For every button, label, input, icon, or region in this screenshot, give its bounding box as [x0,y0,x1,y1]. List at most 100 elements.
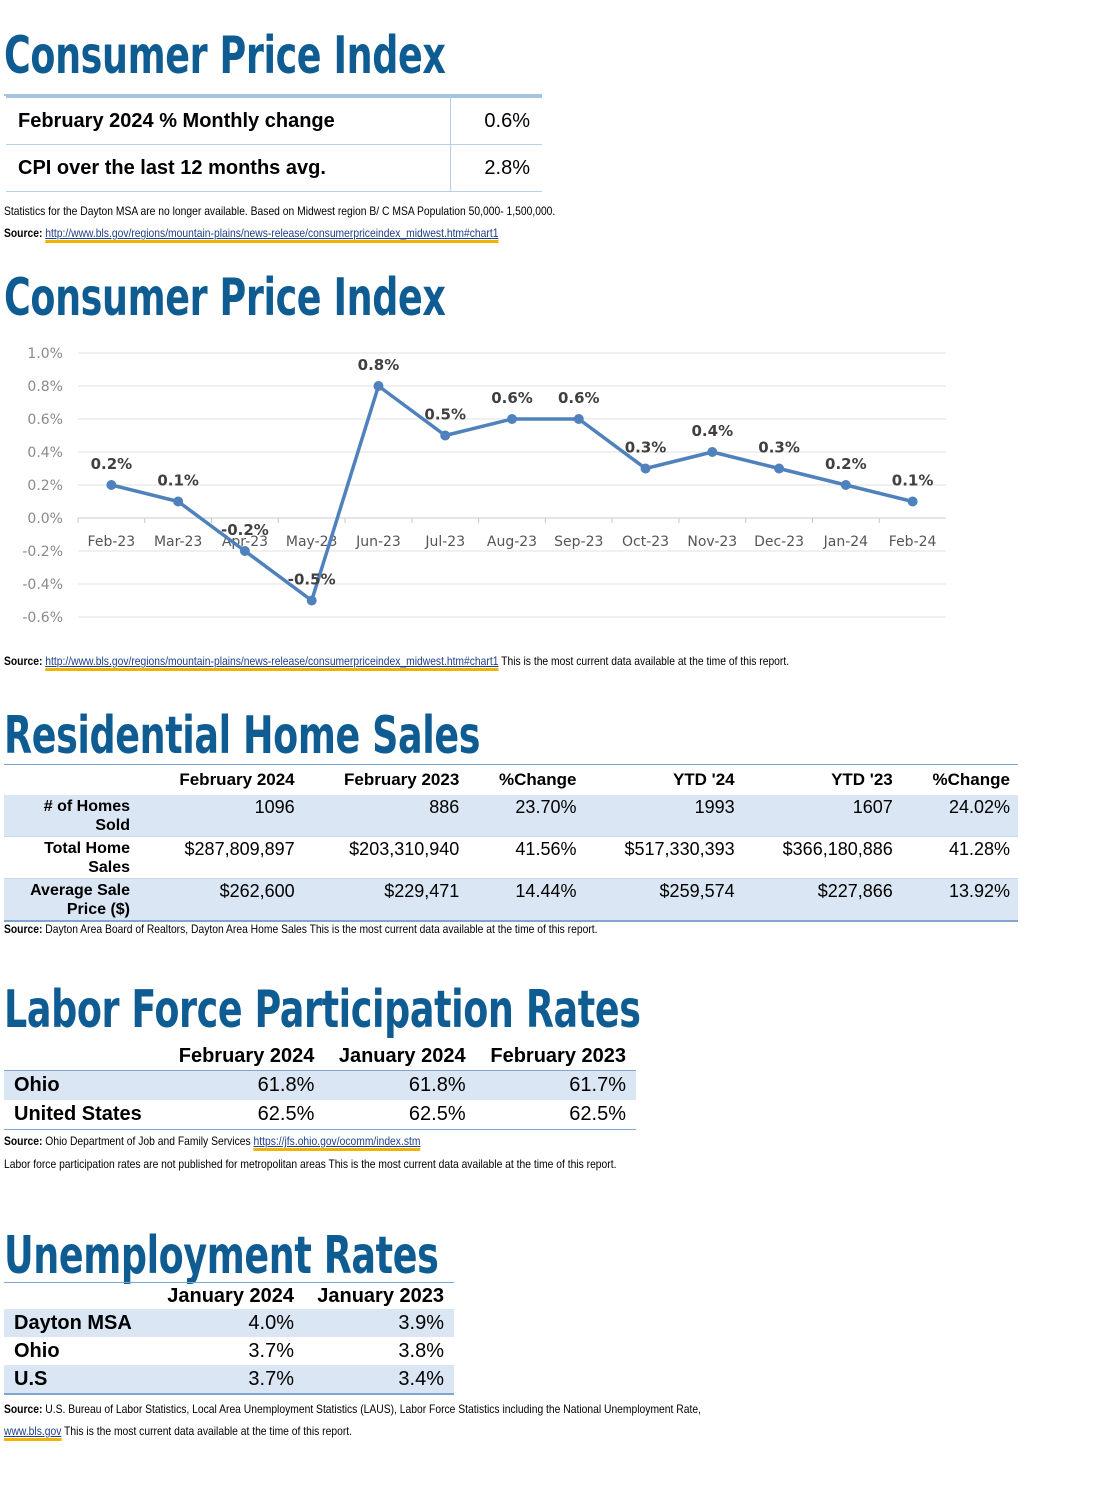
cell: $229,471 [302,878,468,921]
unemployment-table: January 2024 January 2023 Dayton MSA 4.0… [4,1282,454,1395]
cell: 62.5% [569,1103,626,1125]
table-header-row: January 2024 January 2023 [4,1283,454,1310]
table-row: Ohio 61.8% 61.8% 61.7% [4,1070,636,1100]
cell: $227,866 [742,878,901,921]
table-row: U.S 3.7% 3.4% [4,1365,454,1394]
y-tick-label: -0.2% [22,544,63,560]
cpi-chart-source-link[interactable]: http://www.bls.gov/regions/mountain-plai… [45,654,499,671]
cpi-line-chart: 1.0% 0.8% 0.6% 0.4% 0.2% 0.0% -0.2% -0.4% -0.6% F… [22,346,946,626]
data-label: -0.2% [221,521,269,539]
source-label: Source: [4,922,43,936]
row-label: United States [14,1103,142,1125]
unemployment-source: Source: U.S. Bureau of Labor Statistics,… [4,1402,701,1416]
row-label: Total Home Sales [4,836,138,879]
cpi-source: Source: http://www.bls.gov/regions/mount… [4,226,499,243]
cpi-row-value: 2.8% [450,144,542,192]
table-row: Total Home Sales $287,809,897 $203,310,94… [4,836,1018,879]
data-label: 0.1% [157,472,199,490]
x-tick-label: Feb-23 [88,534,136,550]
cpi-title-rule [4,94,542,96]
y-tick-label: 0.8% [27,379,63,395]
col-header: February 2023 [490,1044,626,1067]
source-tail: This is the most current data available … [501,654,790,668]
x-tick-label: Aug-23 [487,534,537,550]
col-header: %Change [499,770,577,789]
x-tick-label: Jul-23 [424,534,465,550]
source-tail: This is the most current data available … [64,1424,353,1438]
cell: $262,600 [138,878,303,921]
cell: $517,330,393 [584,836,743,879]
data-point [373,381,384,391]
cell: 13.92% [900,878,1018,921]
cell: 1607 [742,795,901,837]
row-label: Ohio [4,1070,164,1100]
data-label: 0.1% [892,472,934,490]
data-point [173,496,184,507]
row-label: Dayton MSA [4,1309,154,1337]
cell: 1096 [138,795,303,837]
data-label: 0.3% [625,439,667,457]
cell: 3.9% [304,1309,454,1337]
table-row: # of Homes Sold 1096 886 23.70% 1993 1607… [4,795,1018,837]
cpi-summary-title: Consumer Price Index [4,26,446,86]
data-point [306,595,317,606]
row-label: Ohio [14,1339,60,1362]
table-header-row: February 2024 January 2024 February 2023 [4,1042,636,1071]
col-header [4,1042,164,1071]
x-tick-label: Dec-23 [754,534,804,550]
cell: 14.44% [467,878,585,921]
y-tick-label: -0.6% [22,610,63,626]
col-header [4,765,138,796]
cell: 3.7% [248,1339,294,1362]
cell: 3.8% [398,1339,444,1362]
col-header: January 2024 [338,1044,466,1067]
x-tick-label: Jan-24 [823,534,869,550]
source-label: Source: [4,1134,43,1148]
unemployment-title: Unemployment Rates [4,1226,439,1286]
col-header: %Change [932,770,1010,789]
cell: 41.28% [900,836,1018,879]
x-tick-label: Jun-23 [355,534,401,550]
data-label: 0.2% [825,455,867,473]
cell: 886 [302,795,468,837]
y-tick-label: -0.4% [22,577,63,593]
cell: 62.5% [257,1103,315,1125]
labor-title: Labor Force Participation Rates [4,980,641,1040]
cpi-source-link[interactable]: http://www.bls.gov/regions/mountain-plai… [45,226,499,243]
unemployment-source-link[interactable]: www.bls.gov [4,1424,62,1441]
labor-source-link[interactable]: https://jfs.ohio.gov/ocomm/index.stm [253,1134,421,1151]
col-header: January 2023 [317,1284,444,1307]
cell: 24.02% [900,795,1018,837]
data-point [239,546,250,556]
row-label: U.S [4,1365,154,1394]
y-tick-label: 0.0% [27,511,63,527]
data-point [440,430,451,441]
data-label: -0.5% [288,571,336,589]
table-row: CPI over the last 12 months avg. 2.8% [6,144,542,192]
cell: 61.8% [324,1070,476,1100]
source-text: U.S. Bureau of Labor Statistics, Local A… [45,1402,701,1416]
cell: $203,310,940 [302,836,468,879]
y-tick-label: 0.2% [27,478,63,494]
cell: 3.4% [304,1365,454,1394]
labor-note: Labor force participation rates are not … [4,1157,617,1171]
cpi-row-label: February 2024 % Monthly change [6,97,451,145]
table-header-row: February 2024 February 2023 %Change YTD … [4,765,1018,796]
data-point [106,480,117,490]
cell: 1993 [584,795,743,837]
col-header: February 2023 [343,770,460,789]
y-tick-label: 0.4% [27,445,63,461]
home-sales-source: Source: Dayton Area Board of Realtors, D… [4,922,598,936]
data-point [640,463,651,474]
row-label: Average Sale Price ($) [4,878,138,921]
home-sales-table: February 2024 February 2023 %Change YTD … [4,764,1018,922]
y-tick-label: 1.0% [27,346,63,362]
cpi-chart-title: Consumer Price Index [4,268,446,328]
x-tick-label: Feb-24 [889,534,937,550]
data-point [774,463,785,474]
data-label: 0.6% [491,389,533,407]
table-row: February 2024 % Monthly change 0.6% [6,97,542,145]
cpi-summary-table: February 2024 % Monthly change 0.6% CPI … [6,96,542,192]
source-label: Source: [4,654,43,668]
data-label: 0.8% [358,356,400,374]
